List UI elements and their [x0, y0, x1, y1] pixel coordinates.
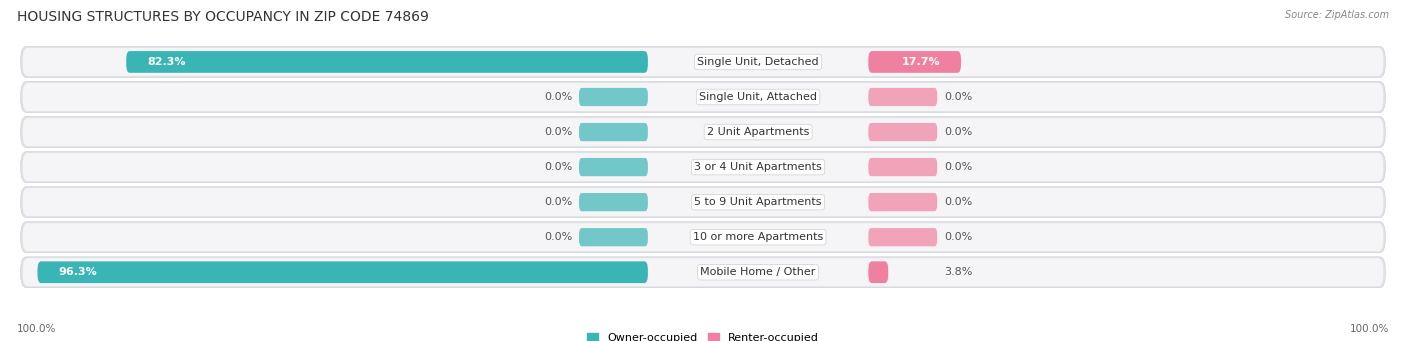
Text: Source: ZipAtlas.com: Source: ZipAtlas.com — [1285, 10, 1389, 20]
FancyBboxPatch shape — [869, 193, 938, 211]
Text: Single Unit, Attached: Single Unit, Attached — [699, 92, 817, 102]
FancyBboxPatch shape — [21, 222, 1385, 253]
FancyBboxPatch shape — [869, 228, 938, 246]
Text: 100.0%: 100.0% — [17, 324, 56, 334]
Text: 0.0%: 0.0% — [945, 92, 973, 102]
Text: HOUSING STRUCTURES BY OCCUPANCY IN ZIP CODE 74869: HOUSING STRUCTURES BY OCCUPANCY IN ZIP C… — [17, 10, 429, 24]
FancyBboxPatch shape — [579, 193, 648, 211]
FancyBboxPatch shape — [22, 223, 1384, 251]
FancyBboxPatch shape — [21, 46, 1385, 77]
FancyBboxPatch shape — [869, 158, 938, 176]
FancyBboxPatch shape — [22, 118, 1384, 146]
FancyBboxPatch shape — [869, 261, 889, 283]
Text: 0.0%: 0.0% — [945, 197, 973, 207]
Text: 0.0%: 0.0% — [544, 162, 572, 172]
FancyBboxPatch shape — [127, 51, 648, 73]
Text: 5 to 9 Unit Apartments: 5 to 9 Unit Apartments — [695, 197, 823, 207]
FancyBboxPatch shape — [38, 261, 648, 283]
Text: 2 Unit Apartments: 2 Unit Apartments — [707, 127, 810, 137]
Text: 3.8%: 3.8% — [945, 267, 973, 277]
FancyBboxPatch shape — [22, 48, 1384, 76]
FancyBboxPatch shape — [579, 88, 648, 106]
FancyBboxPatch shape — [869, 51, 962, 73]
FancyBboxPatch shape — [579, 123, 648, 141]
FancyBboxPatch shape — [21, 187, 1385, 218]
FancyBboxPatch shape — [22, 188, 1384, 216]
FancyBboxPatch shape — [21, 152, 1385, 182]
FancyBboxPatch shape — [21, 257, 1385, 288]
Text: 0.0%: 0.0% — [544, 232, 572, 242]
FancyBboxPatch shape — [22, 153, 1384, 181]
Text: 0.0%: 0.0% — [945, 127, 973, 137]
Text: 0.0%: 0.0% — [945, 162, 973, 172]
Text: 0.0%: 0.0% — [544, 92, 572, 102]
FancyBboxPatch shape — [21, 81, 1385, 113]
Text: Single Unit, Detached: Single Unit, Detached — [697, 57, 818, 67]
Text: Mobile Home / Other: Mobile Home / Other — [700, 267, 815, 277]
Legend: Owner-occupied, Renter-occupied: Owner-occupied, Renter-occupied — [586, 333, 820, 341]
Text: 0.0%: 0.0% — [544, 127, 572, 137]
FancyBboxPatch shape — [21, 117, 1385, 147]
FancyBboxPatch shape — [579, 158, 648, 176]
Text: 0.0%: 0.0% — [945, 232, 973, 242]
Text: 3 or 4 Unit Apartments: 3 or 4 Unit Apartments — [695, 162, 823, 172]
Text: 96.3%: 96.3% — [58, 267, 97, 277]
FancyBboxPatch shape — [869, 88, 938, 106]
FancyBboxPatch shape — [22, 83, 1384, 111]
FancyBboxPatch shape — [22, 258, 1384, 286]
Text: 17.7%: 17.7% — [901, 57, 941, 67]
Text: 0.0%: 0.0% — [544, 197, 572, 207]
FancyBboxPatch shape — [579, 228, 648, 246]
FancyBboxPatch shape — [869, 123, 938, 141]
Text: 82.3%: 82.3% — [146, 57, 186, 67]
Text: 10 or more Apartments: 10 or more Apartments — [693, 232, 824, 242]
Text: 100.0%: 100.0% — [1350, 324, 1389, 334]
